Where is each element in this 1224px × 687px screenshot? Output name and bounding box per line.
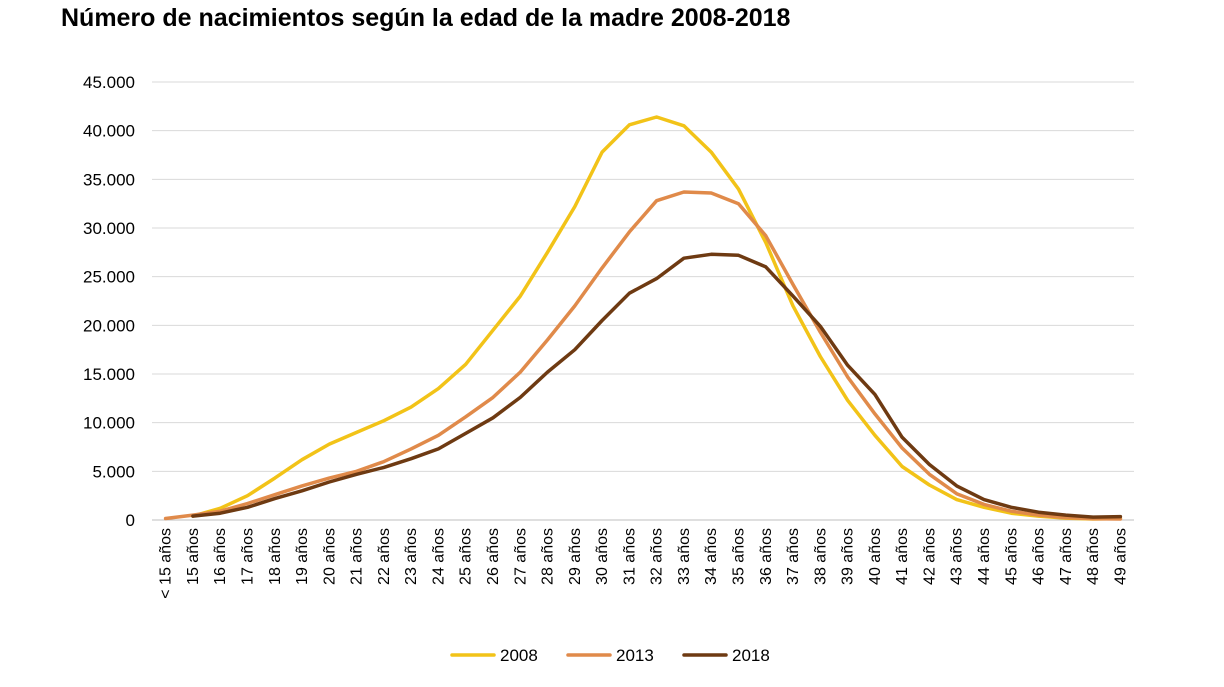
x-tick-label: 41 años — [894, 528, 911, 585]
x-tick-label: 22 años — [376, 528, 393, 585]
x-tick-label: 40 años — [867, 528, 884, 585]
x-tick-label: 20 años — [321, 528, 338, 585]
x-tick-label: 37 años — [785, 528, 802, 585]
x-tick-label: 38 años — [812, 528, 829, 585]
y-tick-label: 15.000 — [83, 365, 135, 384]
legend-label-2008: 2008 — [500, 646, 538, 665]
series-line-2018 — [191, 252, 1123, 519]
x-tick-label: 47 años — [1058, 528, 1075, 585]
x-tick-label: 29 años — [567, 528, 584, 585]
y-axis-ticks: 0 5.000 10.000 15.000 20.000 25.000 30.000 35.0… — [83, 73, 135, 530]
x-tick-label: 39 años — [840, 528, 857, 585]
y-tick-label: 10.000 — [83, 414, 135, 433]
x-tick-label: 42 años — [921, 528, 938, 585]
x-tick-label: 16 años — [212, 528, 229, 585]
x-tick-label: 31 años — [621, 528, 638, 585]
x-tick-label: 23 años — [403, 528, 420, 585]
chart-title: Número de nacimientos según la edad de l… — [61, 4, 791, 32]
x-tick-label: 30 años — [594, 528, 611, 585]
x-tick-label: 21 años — [349, 528, 366, 585]
x-tick-label: 15 años — [185, 528, 202, 585]
x-axis-ticks: < 15 años 15 años 16 años 17 años 18 años 19 … — [158, 528, 1130, 599]
series-lines — [163, 115, 1123, 521]
x-tick-label: 36 años — [758, 528, 775, 585]
legend-label-2018: 2018 — [732, 646, 770, 665]
x-tick-label: 34 años — [703, 528, 720, 585]
x-tick-label: 43 años — [949, 528, 966, 585]
series-line-2013 — [163, 190, 1123, 521]
x-tick-label: 48 años — [1085, 528, 1102, 585]
x-tick-label: 17 años — [239, 528, 256, 585]
x-tick-label: 49 años — [1112, 528, 1129, 585]
x-tick-label: 25 años — [458, 528, 475, 585]
x-tick-label: < 15 años — [158, 528, 175, 599]
legend: 2008 2013 2018 — [450, 646, 770, 665]
x-tick-label: 18 años — [267, 528, 284, 585]
x-tick-label: 33 años — [676, 528, 693, 585]
y-tick-label: 5.000 — [92, 462, 135, 481]
x-tick-label: 45 años — [1003, 528, 1020, 585]
x-tick-label: 44 años — [976, 528, 993, 585]
x-tick-label: 35 años — [730, 528, 747, 585]
x-tick-label: 24 años — [430, 528, 447, 585]
y-tick-label: 20.000 — [83, 316, 135, 335]
gridlines — [152, 81, 1134, 521]
x-tick-label: 46 años — [1031, 528, 1048, 585]
x-tick-label: 32 años — [649, 528, 666, 585]
y-tick-label: 45.000 — [83, 73, 135, 92]
x-tick-label: 28 años — [540, 528, 557, 585]
x-tick-label: 19 años — [294, 528, 311, 585]
x-tick-label: 27 años — [512, 528, 529, 585]
y-tick-label: 30.000 — [83, 219, 135, 238]
y-tick-label: 35.000 — [83, 170, 135, 189]
series-line-2008 — [191, 115, 1123, 521]
y-tick-label: 40.000 — [83, 122, 135, 141]
y-tick-label: 25.000 — [83, 268, 135, 287]
x-tick-label: 26 años — [485, 528, 502, 585]
y-tick-label: 0 — [126, 511, 135, 530]
legend-label-2013: 2013 — [616, 646, 654, 665]
